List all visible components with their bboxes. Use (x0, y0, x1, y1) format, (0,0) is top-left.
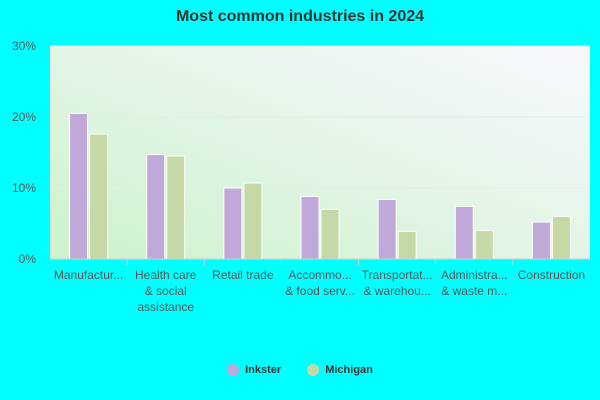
legend-swatch-michigan (307, 364, 320, 376)
bar-inkster[interactable] (223, 187, 243, 260)
bar-michigan[interactable] (166, 155, 186, 260)
y-tick-label: 10% (12, 181, 36, 195)
x-tick-label: Retail trade (212, 268, 274, 282)
x-tick-label: Construction (518, 268, 585, 282)
bar-inkster[interactable] (300, 196, 320, 260)
bar-inkster[interactable] (531, 221, 551, 260)
legend: Inkster Michigan (0, 364, 600, 376)
axes: 0% 10% 20% 30% Manufactur... Health care & soc… (12, 39, 590, 314)
bar-michigan[interactable] (474, 230, 494, 260)
x-tick-label: Manufactur... (54, 268, 123, 282)
legend-label-michigan: Michigan (325, 364, 373, 376)
bar-michigan[interactable] (551, 215, 571, 260)
x-tick-label: Administra... & waste m... (441, 268, 508, 298)
grid-lines (50, 45, 590, 189)
bar-inkster[interactable] (377, 198, 397, 260)
bar-michigan[interactable] (243, 182, 263, 260)
x-tick-label: Transportat... & warehou... (362, 268, 433, 298)
bar-inkster[interactable] (454, 205, 474, 260)
y-tick-label: 30% (12, 39, 36, 53)
legend-label-inkster: Inkster (245, 364, 282, 376)
bar-michigan[interactable] (320, 208, 340, 260)
bar-michigan[interactable] (89, 133, 109, 260)
bar-michigan[interactable] (397, 230, 417, 260)
bars (69, 112, 571, 260)
legend-item-inkster[interactable]: Inkster (227, 364, 281, 376)
plot-area (50, 46, 590, 259)
legend-item-michigan[interactable]: Michigan (307, 364, 373, 376)
legend-swatch-inkster (227, 364, 240, 376)
bar-inkster[interactable] (69, 112, 89, 260)
y-tick-label: 20% (12, 110, 36, 124)
x-tick-label: Accommo... & food serv... (285, 268, 355, 298)
chart-title: Most common industries in 2024 (175, 8, 425, 25)
x-tick-label: Health care & social assistance (135, 268, 197, 314)
bar-inkster[interactable] (146, 154, 166, 260)
y-tick-label: 0% (19, 252, 37, 266)
